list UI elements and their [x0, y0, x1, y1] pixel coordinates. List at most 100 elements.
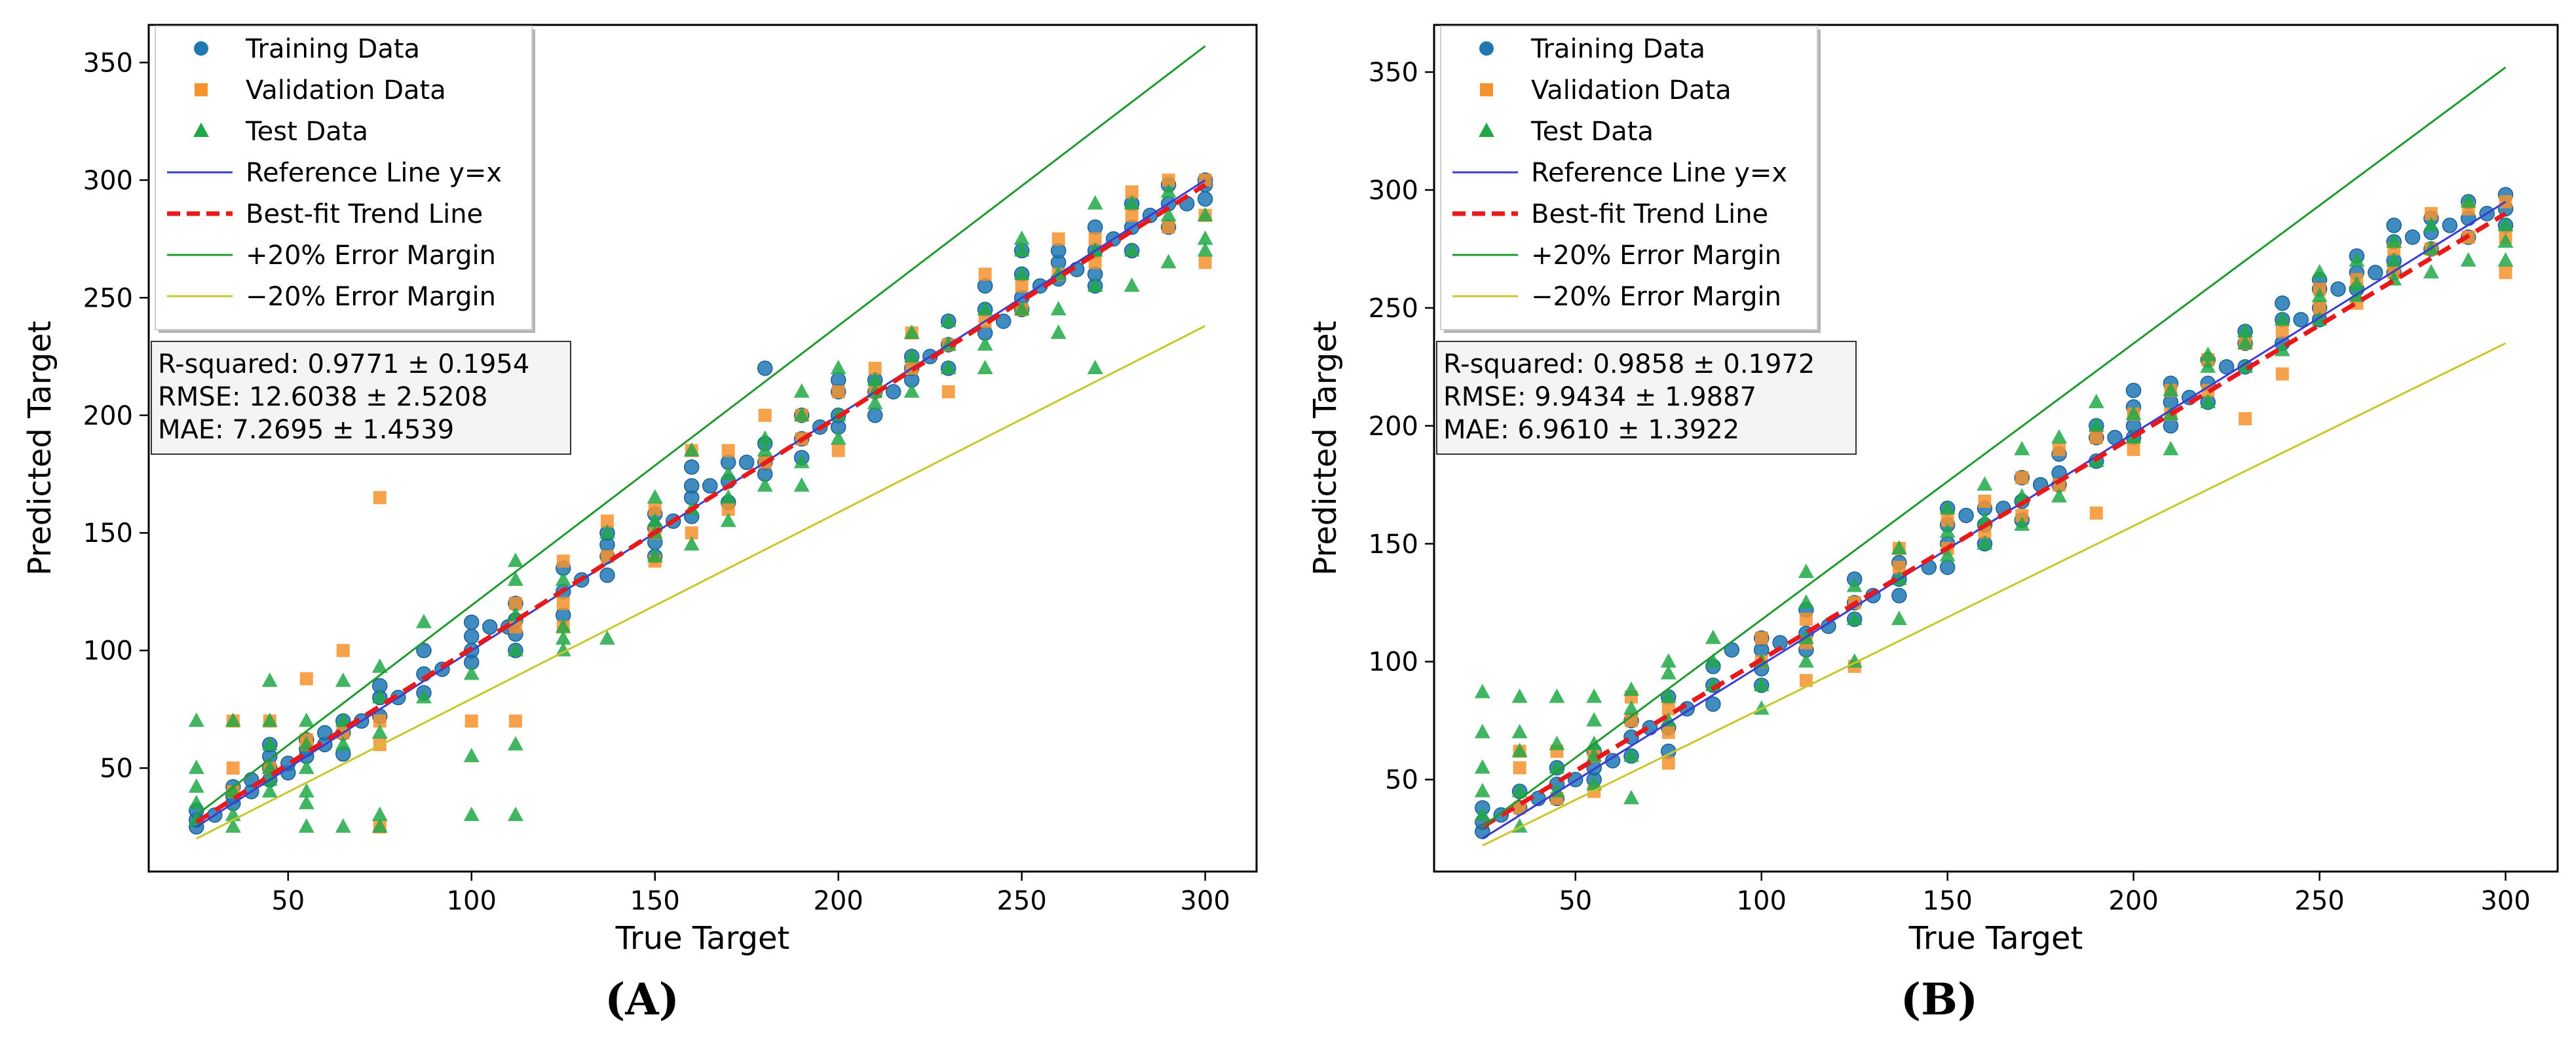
chart0-test-point — [507, 642, 523, 657]
chart1-test-point — [1705, 653, 1721, 668]
chart0-validation-point — [868, 361, 882, 375]
chart0-test-point — [1197, 206, 1213, 221]
chart0-training-point — [482, 619, 498, 635]
chart1-test-point — [2311, 287, 2328, 302]
chart0-y-tick-label: 100 — [83, 636, 133, 666]
chart1-x-tick-label: 150 — [1922, 886, 1972, 916]
chart0-validation-point — [1162, 173, 1175, 187]
chart0-line-reference-line-y-x — [195, 179, 1206, 828]
chart1-test-point — [1846, 577, 1863, 592]
chart1-test-point — [2014, 440, 2030, 455]
chart1-test-point — [2051, 429, 2068, 444]
chart1-test-point — [1846, 610, 1863, 625]
chart1-legend-label: Reference Line y=x — [1531, 158, 1787, 188]
chart1-test-point — [2237, 322, 2253, 337]
chart0-test-point — [1197, 230, 1213, 245]
chart1-legend: Training Data Validation Data Test Data Ref… — [1440, 26, 1821, 333]
chart1-test-point — [1511, 782, 1528, 798]
chart0-test-point — [261, 736, 278, 751]
chart1-test-point — [2349, 252, 2365, 267]
chart0-test-point — [555, 618, 571, 633]
chart1-test-point — [2200, 393, 2216, 408]
chart1-x-tick-label: 250 — [2294, 886, 2344, 916]
chart1-plot-area — [1474, 66, 2514, 847]
chart0-stats-line: MAE: 7.2695 ± 1.4539 — [158, 415, 454, 445]
chart0-line-20-error-margin — [195, 45, 1206, 817]
chart1-test-point — [2423, 216, 2439, 231]
chart0-test-point — [793, 477, 810, 492]
chart1-y-tick-label: 150 — [1369, 529, 1418, 560]
chart1-training-point — [2386, 218, 2402, 233]
chart0-test-point — [261, 712, 278, 727]
chart0-y-tick-label: 150 — [83, 518, 133, 548]
chart0-x-tick-label: 300 — [1180, 886, 1230, 916]
chart1-x-tick-label: 300 — [2480, 886, 2530, 916]
chart0-training-point — [683, 459, 700, 475]
chart0-test-point — [298, 736, 314, 751]
chart0-training-point — [885, 384, 901, 400]
chart0-test-point — [371, 658, 388, 673]
chart1-y-tick-label: 300 — [1369, 176, 1418, 206]
chart1-test-point — [1977, 476, 1993, 491]
chart1-test-point — [2460, 252, 2476, 267]
chart1-test-point — [2088, 393, 2104, 408]
chart1-line-reference-line-y-x — [1482, 201, 2507, 839]
chart1-legend-marker-validation — [1480, 83, 1493, 96]
chart1-training-point — [1958, 507, 1974, 524]
chart0-training-point — [1087, 219, 1103, 235]
chart0-test-point — [793, 406, 810, 421]
chart1-x-axis-label: True Target — [1908, 920, 2083, 957]
chart0-training-point — [977, 278, 993, 294]
chart1-test-point — [1549, 688, 1565, 703]
chart1-validation-point — [2127, 442, 2140, 456]
chart1-y-tick-label: 50 — [1385, 765, 1418, 796]
chart0-test-point — [1124, 242, 1140, 257]
chart1-line-20-error-margin — [1482, 342, 2507, 847]
chart1-test-point — [2014, 516, 2030, 531]
chart0-x-tick-label: 250 — [996, 886, 1046, 916]
chart1-validation-point — [1513, 761, 1526, 775]
chart0-test-point — [298, 759, 314, 775]
chart1-test-point — [1474, 683, 1490, 699]
chart1-training-point — [2367, 265, 2383, 280]
chart0-test-point — [261, 782, 278, 798]
chart0-legend-label: Test Data — [245, 117, 368, 147]
chart0-validation-point — [556, 554, 570, 568]
chart0-training-point — [683, 478, 700, 494]
chart0-test-point — [1160, 254, 1177, 269]
chart1-line-best-fit-trend-line — [1481, 211, 2507, 829]
chart0-validation-point — [336, 644, 350, 657]
chart0-training-point — [995, 313, 1012, 329]
chart1-validation-point — [1941, 513, 1954, 527]
chart0-test-point — [867, 394, 883, 410]
chart0-legend-label: −20% Error Margin — [246, 282, 496, 312]
chart1-y-tick-label: 200 — [1369, 412, 1418, 442]
chart0-training-point — [757, 360, 773, 376]
chart1-test-point — [2088, 417, 2104, 432]
chart0-test-point — [415, 613, 432, 628]
chart0-validation-point — [508, 714, 522, 728]
chart0-test-point — [1050, 324, 1067, 339]
chart0-validation-point — [1088, 256, 1102, 269]
chart0-legend: Training Data Validation Data Test Data Ref… — [155, 26, 535, 333]
chart0-test-point — [830, 359, 846, 374]
chart1-training-point — [1705, 696, 1721, 712]
chart1-test-point — [2237, 334, 2253, 349]
chart0-validation-point — [1162, 220, 1175, 234]
chart1-y-tick-label: 350 — [1369, 58, 1418, 88]
chart1: 50 100 150 200 250 300 50 100 150 200 250 300 350 Tru… — [1307, 24, 2559, 1025]
chart0-legend-label: Validation Data — [246, 75, 446, 106]
chart0-training-point — [463, 628, 480, 644]
chart1-test-point — [1891, 539, 1907, 554]
chart1-test-point — [2386, 233, 2402, 248]
chart1-panel-label: (B) — [1901, 974, 1978, 1025]
chart1-training-point — [2275, 295, 2290, 311]
chart1-stats-line: MAE: 6.9610 ± 1.3922 — [1443, 415, 1739, 445]
chart0-test-point — [683, 442, 700, 457]
chart1-x-tick-label: 200 — [2108, 886, 2158, 916]
chart0-test-point — [977, 301, 993, 316]
chart1-test-point — [1939, 499, 1956, 514]
chart1-training-point — [2125, 383, 2142, 398]
chart1-test-point — [2423, 263, 2439, 279]
